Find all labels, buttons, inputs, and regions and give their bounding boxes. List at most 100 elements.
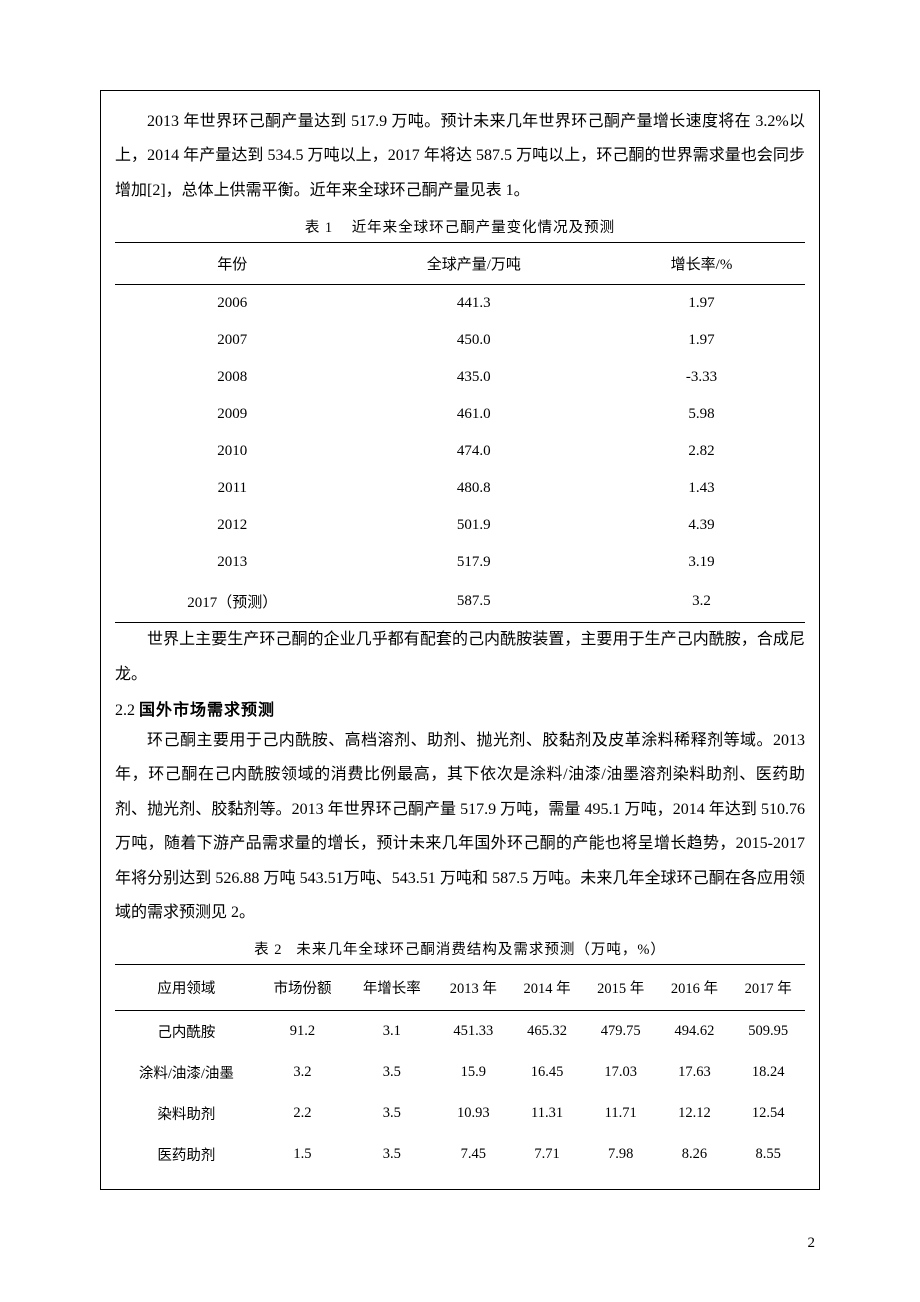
table2-cell: 12.54 (731, 1093, 805, 1134)
table2-header-cell: 市场份额 (258, 965, 347, 1011)
table-row: 2006441.31.97 (115, 285, 805, 323)
heading-2-2-number: 2.2 (115, 702, 135, 719)
table-row: 医药助剂1.53.57.457.717.988.268.55 (115, 1134, 805, 1175)
table2-cell: 17.63 (658, 1052, 732, 1093)
table2-cell: 己内酰胺 (115, 1011, 258, 1053)
table2-cell: 8.26 (658, 1134, 732, 1175)
page: 2013 年世界环己酮产量达到 517.9 万吨。预计未来几年世界环己酮产量增长… (0, 0, 920, 1302)
table1-header-cell: 全球产量/万吨 (350, 243, 598, 285)
table2-header-cell: 应用领域 (115, 965, 258, 1011)
table2-cell: 7.45 (437, 1134, 511, 1175)
table-row: 2012501.94.39 (115, 507, 805, 544)
table2-cell: 10.93 (437, 1093, 511, 1134)
table2-cell: 12.12 (658, 1093, 732, 1134)
table1-cell: -3.33 (598, 359, 805, 396)
table2-cell: 18.24 (731, 1052, 805, 1093)
paragraph-section-2-2: 环己酮主要用于己内酰胺、高档溶剂、助剂、抛光剂、胶黏剂及皮革涂料稀释剂等域。20… (115, 724, 805, 930)
table2-header-cell: 年增长率 (347, 965, 436, 1011)
table2-cell: 11.71 (584, 1093, 658, 1134)
table1-cell: 2.82 (598, 433, 805, 470)
table2-cell: 91.2 (258, 1011, 347, 1053)
table2-cell: 11.31 (510, 1093, 584, 1134)
table2-body: 己内酰胺91.23.1451.33465.32479.75494.62509.9… (115, 1011, 805, 1176)
table1-cell: 517.9 (350, 544, 598, 581)
table2-cell: 3.2 (258, 1052, 347, 1093)
table-row: 2013517.93.19 (115, 544, 805, 581)
table2-header-row: 应用领域市场份额年增长率2013 年2014 年2015 年2016 年2017… (115, 965, 805, 1011)
table-row: 2011480.81.43 (115, 470, 805, 507)
table2-header-cell: 2017 年 (731, 965, 805, 1011)
table2-cell: 3.5 (347, 1052, 436, 1093)
table-row: 2009461.05.98 (115, 396, 805, 433)
table1-cell: 2017（预测） (115, 581, 350, 623)
table2-cell: 15.9 (437, 1052, 511, 1093)
table2-cell: 3.5 (347, 1134, 436, 1175)
table1-cell: 450.0 (350, 322, 598, 359)
table2-cell: 8.55 (731, 1134, 805, 1175)
table1-cell: 2013 (115, 544, 350, 581)
table1-header-cell: 增长率/% (598, 243, 805, 285)
page-number: 2 (808, 1235, 816, 1252)
table-row: 涂料/油漆/油墨3.23.515.916.4517.0317.6318.24 (115, 1052, 805, 1093)
table2-caption-prefix: 表 2 (254, 942, 282, 958)
table2-caption: 表 2 未来几年全球环己酮消费结构及需求预测（万吨，%） (115, 938, 805, 959)
table2-cell: 7.71 (510, 1134, 584, 1175)
paragraph-after-table1: 世界上主要生产环己酮的企业几乎都有配套的己内酰胺装置，主要用于生产己内酰胺，合成… (115, 623, 805, 692)
table1-header-row: 年份全球产量/万吨增长率/% (115, 243, 805, 285)
table1-body: 2006441.31.972007450.01.972008435.0-3.33… (115, 285, 805, 623)
table1-cell: 587.5 (350, 581, 598, 623)
table1-cell: 2010 (115, 433, 350, 470)
table2-cell: 染料助剂 (115, 1093, 258, 1134)
table1-cell: 3.19 (598, 544, 805, 581)
table2: 应用领域市场份额年增长率2013 年2014 年2015 年2016 年2017… (115, 964, 805, 1175)
table-row: 2010474.02.82 (115, 433, 805, 470)
table1-cell: 2007 (115, 322, 350, 359)
table1-cell: 4.39 (598, 507, 805, 544)
table-row: 2008435.0-3.33 (115, 359, 805, 396)
table2-cell: 7.98 (584, 1134, 658, 1175)
table1-cell: 1.97 (598, 322, 805, 359)
table1-cell: 435.0 (350, 359, 598, 396)
table2-caption-text: 未来几年全球环己酮消费结构及需求预测（万吨，%） (296, 942, 666, 958)
table2-cell: 涂料/油漆/油墨 (115, 1052, 258, 1093)
table1-cell: 461.0 (350, 396, 598, 433)
table2-header-cell: 2013 年 (437, 965, 511, 1011)
table1-cell: 474.0 (350, 433, 598, 470)
table2-cell: 3.5 (347, 1093, 436, 1134)
table1-cell: 2012 (115, 507, 350, 544)
table-row: 染料助剂2.23.510.9311.3111.7112.1212.54 (115, 1093, 805, 1134)
table1-caption-text: 近年来全球环己酮产量变化情况及预测 (352, 220, 616, 236)
heading-2-2: 2.2 国外市场需求预测 (115, 696, 805, 720)
table2-cell: 16.45 (510, 1052, 584, 1093)
table2-cell: 494.62 (658, 1011, 732, 1053)
table1-cell: 2009 (115, 396, 350, 433)
table1-cell: 5.98 (598, 396, 805, 433)
table1-cell: 3.2 (598, 581, 805, 623)
table2-cell: 479.75 (584, 1011, 658, 1053)
table2-cell: 3.1 (347, 1011, 436, 1053)
table2-cell: 1.5 (258, 1134, 347, 1175)
table1-caption-prefix: 表 1 (305, 220, 333, 236)
table2-header-cell: 2015 年 (584, 965, 658, 1011)
table1-cell: 2006 (115, 285, 350, 323)
table1-header-cell: 年份 (115, 243, 350, 285)
table-row: 2007450.01.97 (115, 322, 805, 359)
heading-2-2-title: 国外市场需求预测 (139, 702, 275, 719)
paragraph-intro: 2013 年世界环己酮产量达到 517.9 万吨。预计未来几年世界环己酮产量增长… (115, 105, 805, 208)
table2-cell: 2.2 (258, 1093, 347, 1134)
table1-cell: 480.8 (350, 470, 598, 507)
table2-cell: 451.33 (437, 1011, 511, 1053)
table1-cell: 1.43 (598, 470, 805, 507)
table1-cell: 441.3 (350, 285, 598, 323)
table1-cell: 501.9 (350, 507, 598, 544)
table2-cell: 17.03 (584, 1052, 658, 1093)
table1: 年份全球产量/万吨增长率/% 2006441.31.972007450.01.9… (115, 242, 805, 623)
table2-header-cell: 2016 年 (658, 965, 732, 1011)
table2-cell: 509.95 (731, 1011, 805, 1053)
content-frame: 2013 年世界环己酮产量达到 517.9 万吨。预计未来几年世界环己酮产量增长… (100, 90, 820, 1190)
table1-cell: 1.97 (598, 285, 805, 323)
table1-cell: 2008 (115, 359, 350, 396)
table1-caption: 表 1 近年来全球环己酮产量变化情况及预测 (115, 216, 805, 237)
table2-cell: 医药助剂 (115, 1134, 258, 1175)
table2-header-cell: 2014 年 (510, 965, 584, 1011)
